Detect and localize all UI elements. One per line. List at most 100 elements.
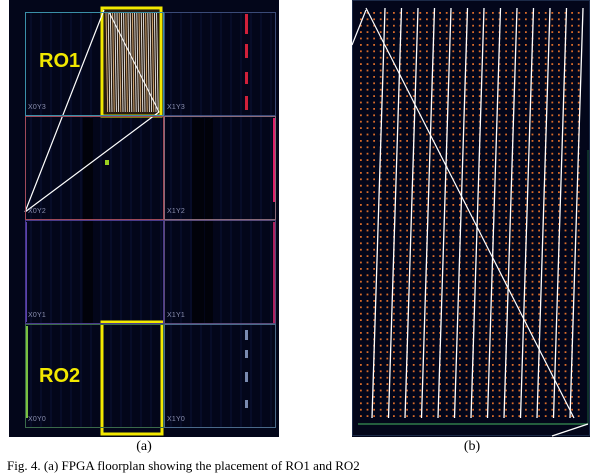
logic-cell — [511, 332, 514, 334]
logic-cell — [379, 351, 382, 353]
route-line — [503, 7, 518, 419]
logic-cell — [426, 140, 428, 142]
logic-cell — [459, 127, 461, 129]
logic-cell — [386, 370, 389, 373]
logic-cell — [518, 306, 521, 309]
ro1-route-line — [138, 11, 141, 113]
logic-cell — [373, 37, 375, 40]
logic-cell — [551, 76, 554, 78]
logic-cell — [551, 50, 554, 53]
logic-cell — [498, 191, 501, 193]
logic-cell — [439, 216, 441, 219]
logic-cell — [439, 31, 441, 33]
logic-cell — [505, 293, 507, 296]
logic-cell — [432, 108, 435, 110]
logic-cell — [386, 120, 389, 123]
logic-cell — [505, 146, 507, 149]
logic-cell — [386, 76, 389, 78]
logic-cell — [366, 402, 369, 405]
logic-cell — [419, 12, 422, 14]
logic-cell — [498, 338, 501, 341]
logic-cell — [439, 293, 441, 296]
logic-cell — [419, 332, 422, 334]
logic-cell — [518, 370, 521, 373]
logic-cell — [439, 44, 441, 46]
logic-cell — [465, 274, 468, 277]
logic-cell — [505, 101, 507, 104]
logic-cell — [577, 12, 580, 14]
logic-cell — [564, 261, 567, 264]
logic-cell — [360, 383, 362, 385]
logic-cell — [531, 178, 534, 181]
logic-cell — [452, 319, 455, 321]
logic-cell — [478, 408, 481, 411]
logic-cell — [558, 332, 560, 334]
logic-cell — [505, 82, 507, 85]
logic-cell — [511, 31, 514, 33]
logic-cell — [485, 242, 488, 245]
logic-cell — [439, 172, 441, 174]
logic-cell — [393, 191, 395, 193]
logic-cell — [511, 63, 514, 65]
logic-cell — [426, 293, 428, 296]
logic-cell — [525, 178, 527, 181]
logic-cell — [511, 242, 514, 245]
logic-cell — [538, 165, 540, 168]
logic-cell — [478, 18, 481, 21]
logic-cell — [393, 344, 395, 347]
logic-cell — [485, 338, 488, 341]
logic-cell — [558, 95, 560, 97]
logic-cell — [558, 88, 560, 91]
logic-cell — [406, 178, 408, 181]
logic-cell — [498, 383, 501, 385]
logic-cell — [485, 408, 488, 411]
logic-cell — [478, 69, 481, 72]
small-logic-marker — [105, 160, 109, 165]
logic-cell — [393, 178, 395, 181]
logic-cell — [399, 172, 402, 174]
logic-cell — [386, 364, 389, 366]
logic-cell — [485, 389, 488, 392]
logic-cell — [459, 332, 461, 334]
logic-cell — [399, 415, 402, 417]
logic-cell — [412, 357, 415, 360]
logic-cell — [544, 223, 547, 225]
logic-cell — [439, 255, 441, 257]
logic-cell — [518, 344, 521, 347]
logic-cell — [478, 172, 481, 174]
logic-cell — [419, 210, 422, 213]
logic-cell — [419, 255, 422, 257]
logic-cell — [478, 101, 481, 104]
region-label-x1y0: X1Y0 — [167, 416, 185, 423]
logic-cell — [432, 159, 435, 161]
logic-cell — [452, 402, 455, 405]
logic-cell — [511, 370, 514, 373]
long-route-line — [108, 11, 160, 113]
logic-cell — [452, 127, 455, 129]
logic-cell — [412, 364, 415, 366]
logic-cell — [511, 325, 514, 328]
logic-cell — [577, 389, 580, 392]
logic-cell — [531, 306, 534, 309]
caption-b: (b) — [463, 439, 481, 454]
logic-cell — [459, 44, 461, 46]
logic-cell — [492, 178, 494, 181]
logic-cell — [485, 210, 488, 213]
logic-cell — [452, 88, 455, 91]
logic-cell — [452, 120, 455, 123]
logic-cell — [360, 216, 362, 219]
logic-cell — [472, 159, 474, 161]
logic-cell — [432, 364, 435, 366]
logic-cell — [511, 50, 514, 53]
logic-cell — [518, 389, 521, 392]
logic-cell — [432, 248, 435, 251]
logic-cell — [465, 344, 468, 347]
logic-cell — [360, 357, 362, 360]
logic-cell — [373, 165, 375, 168]
logic-cell — [551, 408, 554, 411]
logic-cell — [412, 50, 415, 53]
logic-cell — [419, 293, 422, 296]
logic-cell — [472, 184, 474, 187]
logic-cell — [379, 82, 382, 85]
logic-cell — [531, 165, 534, 168]
